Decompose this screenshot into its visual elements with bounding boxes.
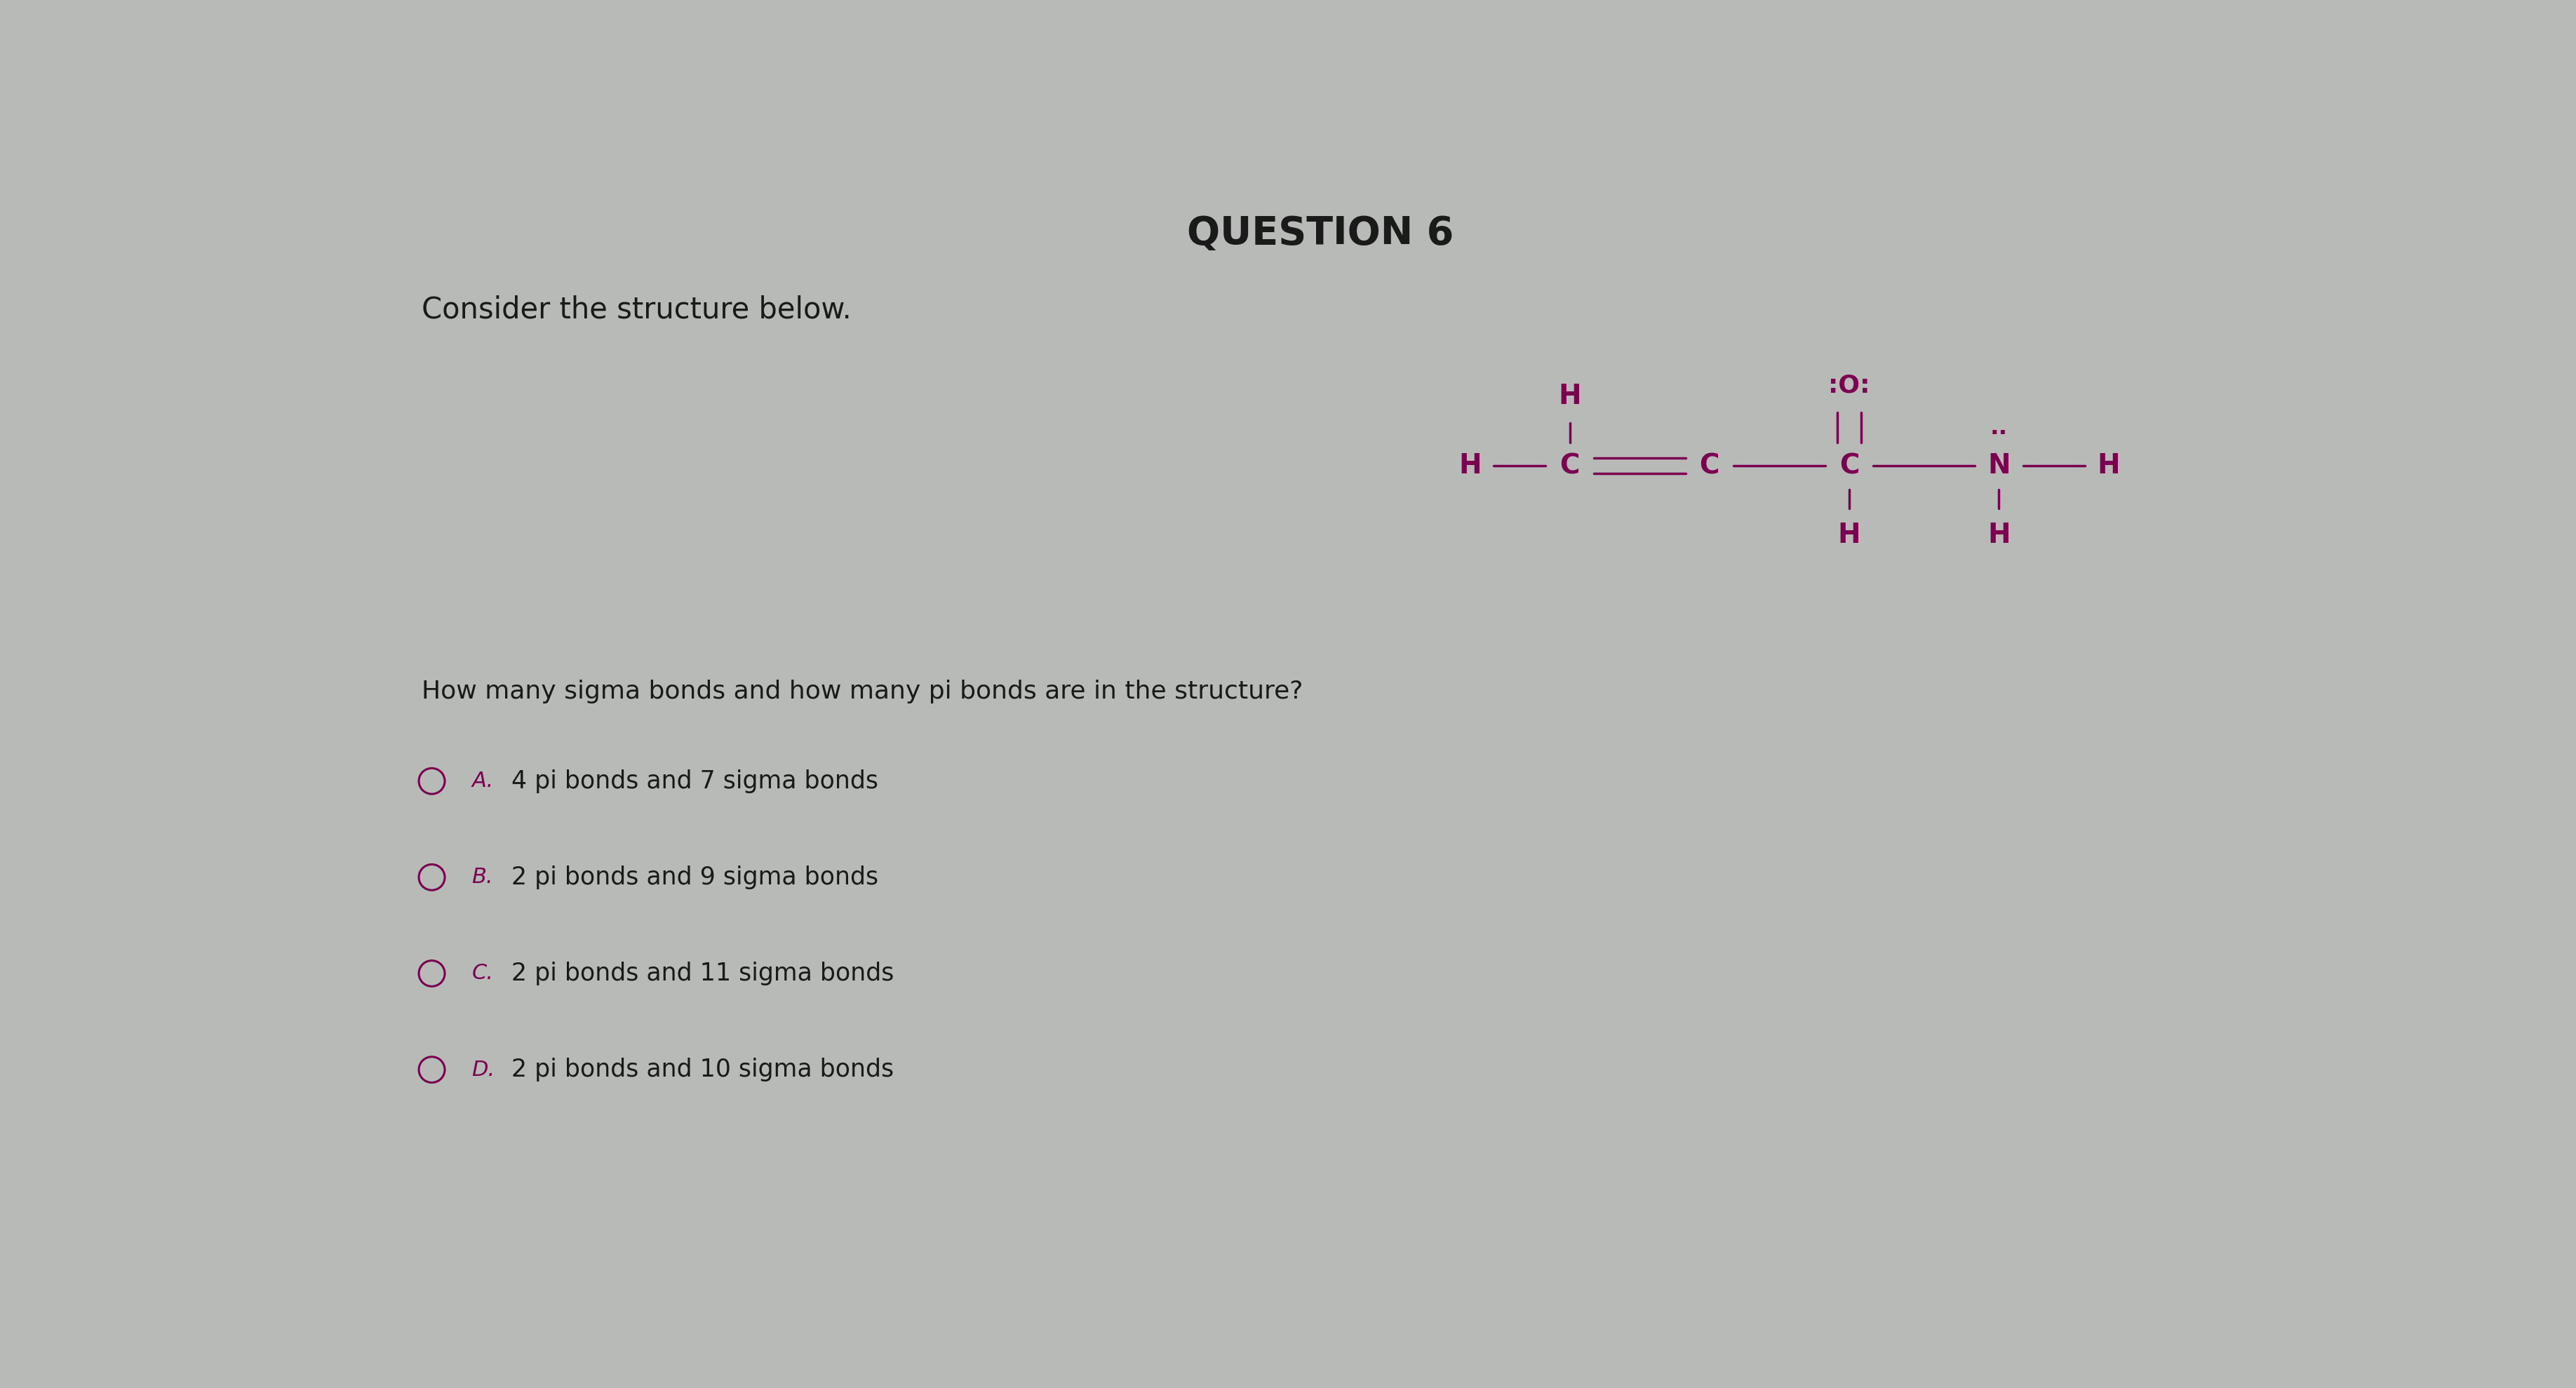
Text: 4 pi bonds and 7 sigma bonds: 4 pi bonds and 7 sigma bonds <box>513 769 878 793</box>
Text: H: H <box>1458 452 1481 479</box>
Text: H: H <box>1558 383 1582 409</box>
Text: 2 pi bonds and 11 sigma bonds: 2 pi bonds and 11 sigma bonds <box>513 962 894 985</box>
Text: 2 pi bonds and 10 sigma bonds: 2 pi bonds and 10 sigma bonds <box>513 1058 894 1081</box>
Text: ··: ·· <box>1991 422 2007 446</box>
Text: C: C <box>1558 452 1579 479</box>
Text: N: N <box>1989 452 2009 479</box>
Text: H: H <box>2097 452 2120 479</box>
Text: QUESTION 6: QUESTION 6 <box>1188 215 1453 253</box>
Text: A.: A. <box>471 770 495 791</box>
Text: :O:: :O: <box>1829 373 1870 397</box>
Text: C: C <box>1700 452 1721 479</box>
Text: C.: C. <box>471 963 495 984</box>
Text: H: H <box>1989 522 2009 548</box>
Text: H: H <box>1837 522 1860 548</box>
Text: Consider the structure below.: Consider the structure below. <box>422 294 853 325</box>
Text: B.: B. <box>471 868 492 887</box>
Text: 2 pi bonds and 9 sigma bonds: 2 pi bonds and 9 sigma bonds <box>513 865 878 890</box>
Text: How many sigma bonds and how many pi bonds are in the structure?: How many sigma bonds and how many pi bon… <box>422 680 1303 704</box>
Text: C: C <box>1839 452 1860 479</box>
Text: D.: D. <box>471 1059 495 1080</box>
